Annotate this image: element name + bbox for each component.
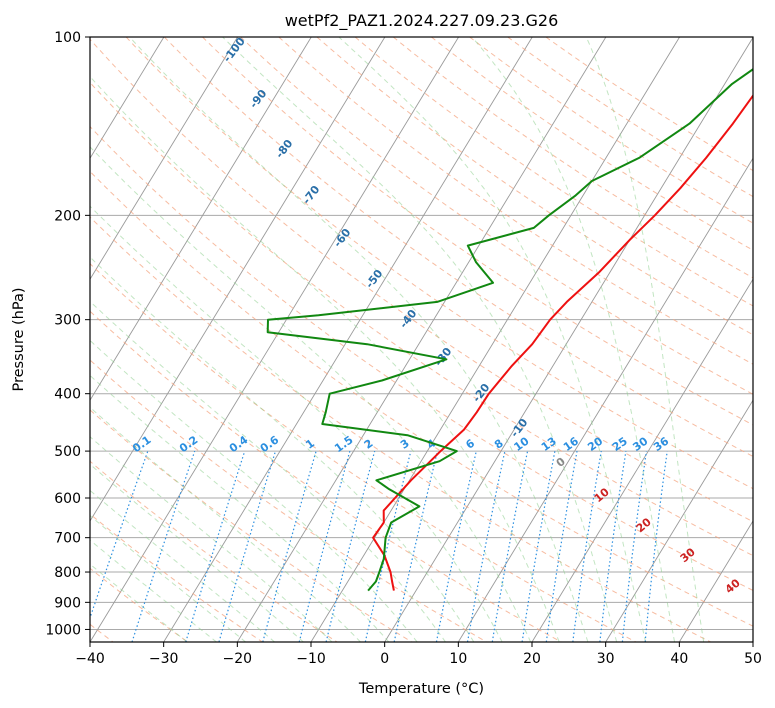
y-tick-label: 700	[54, 531, 81, 547]
y-tick-label: 900	[54, 595, 81, 611]
dry-adiabat-line	[125, 37, 753, 490]
isotherm-line	[605, 399, 753, 642]
isotherm-line	[90, 37, 312, 402]
mixing-ratio-line	[262, 450, 317, 642]
y-tick-label: 300	[54, 313, 81, 329]
dry-adiabat-line	[90, 170, 753, 627]
x-tick-label: 50	[744, 651, 762, 667]
plot-frame	[89, 36, 754, 643]
mixing-ratio-line	[644, 451, 668, 642]
dry-adiabat-line	[90, 81, 753, 557]
moist-adiabat-line	[90, 463, 304, 642]
mixing-ratio-line	[298, 450, 351, 642]
isotherm-line	[90, 37, 386, 522]
x-tick-label: −20	[223, 651, 253, 667]
x-tick-label: 10	[449, 651, 467, 667]
dry-adiabat-line	[90, 216, 711, 642]
mixing-ratio-line	[572, 450, 602, 642]
y-tick-label: 600	[54, 491, 81, 507]
moist-adiabat-line	[90, 514, 246, 642]
y-tick-label: 800	[54, 565, 81, 581]
moist-adiabat-line	[90, 256, 475, 642]
mixing-ratio-line	[364, 450, 412, 642]
x-tick-label: 20	[523, 651, 541, 667]
temperature-line	[372, 93, 753, 591]
mixing-ratio-line	[218, 450, 277, 642]
isotherm-line	[752, 641, 753, 642]
isotherm-line	[384, 37, 753, 642]
moist-adiabat-line	[338, 37, 647, 642]
mixing-ratio-line	[185, 450, 246, 642]
dry-adiabat-line	[90, 310, 562, 642]
dry-adiabat-line	[431, 37, 753, 251]
moist-adiabat-line	[90, 205, 503, 642]
dry-adiabat-line	[240, 37, 753, 395]
moist-adiabat-line	[90, 75, 560, 642]
data-series	[266, 68, 753, 592]
moist-adiabat-line	[90, 406, 361, 642]
dry-adiabat-line	[163, 37, 753, 457]
isotherm-line	[90, 37, 165, 160]
mixing-ratio-line	[90, 450, 149, 620]
dewpoint-line	[266, 68, 753, 592]
moist-adiabat-line	[90, 374, 390, 642]
moist-adiabat-line	[90, 146, 532, 642]
isotherm-line	[163, 37, 533, 642]
isotherm-line	[678, 520, 753, 642]
moist-adiabat-line	[90, 300, 446, 642]
moist-adiabat-line	[90, 489, 275, 642]
mixing-ratio-line	[393, 450, 439, 642]
mixing-ratio-line	[131, 450, 196, 642]
dry-adiabat-line	[469, 37, 753, 224]
dry-adiabat-line	[278, 37, 753, 365]
y-tick-label: 100	[54, 30, 81, 46]
chart-title: wetPf2_PAZ1.2024.227.09.23.G26	[285, 11, 559, 31]
x-tick-label: 30	[597, 651, 615, 667]
isotherm-line	[90, 37, 238, 281]
isotherm-line	[90, 37, 459, 642]
mixing-ratio-line	[599, 451, 627, 642]
isotherm-line	[457, 157, 753, 642]
moist-adiabat-line	[90, 539, 217, 642]
moist-adiabat-line	[471, 37, 676, 642]
isotherm-line	[236, 37, 607, 642]
x-tick-label: 40	[670, 651, 688, 667]
dry-adiabat-line	[545, 37, 753, 172]
x-tick-label: −40	[75, 651, 105, 667]
moist-adiabat-line	[90, 339, 418, 642]
x-tick-label: −10	[296, 651, 326, 667]
dry-adiabat-line	[354, 37, 753, 307]
mixing-ratio-line	[545, 451, 578, 642]
axes: −40 −30 −20 −10 0 10 20 30 40 50 100 200 300 400 500 60…	[45, 30, 762, 667]
y-axis-label: Pressure (hPa)	[11, 287, 27, 391]
y-tick-label: 400	[54, 387, 81, 403]
moist-adiabat-line	[129, 37, 589, 642]
y-tick-label: 200	[54, 208, 81, 224]
y-tick-label: 1000	[45, 622, 81, 638]
mixing-ratio-line	[621, 451, 647, 642]
isotherm-line	[531, 278, 753, 642]
x-axis-label: Temperature (°C)	[358, 681, 484, 697]
x-tick-label: −30	[149, 651, 179, 667]
mixing-ratio-line	[325, 450, 376, 642]
dry-adiabat-line	[90, 359, 487, 642]
x-tick-label: 0	[380, 651, 389, 667]
y-tick-label: 500	[54, 444, 81, 460]
background-grid	[90, 37, 753, 642]
